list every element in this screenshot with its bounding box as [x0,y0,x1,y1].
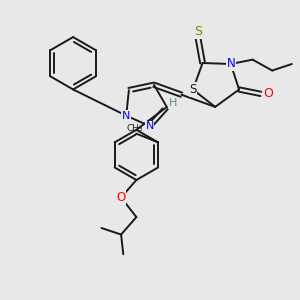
Text: S: S [189,83,197,96]
Text: N: N [146,121,154,131]
Text: CH₃: CH₃ [127,124,143,133]
Text: H: H [169,98,177,109]
Text: O: O [116,191,126,204]
Text: S: S [194,25,202,38]
Text: O: O [264,87,274,101]
Text: N: N [226,58,235,70]
Text: N: N [122,111,130,121]
